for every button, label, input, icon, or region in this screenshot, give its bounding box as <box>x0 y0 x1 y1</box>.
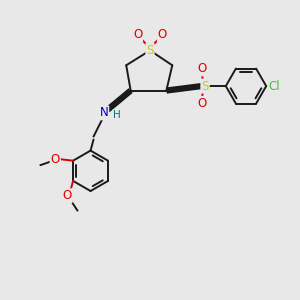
Text: O: O <box>62 189 72 202</box>
Text: O: O <box>197 97 207 110</box>
Text: O: O <box>197 62 207 75</box>
Text: H: H <box>113 110 121 120</box>
Text: N: N <box>100 106 108 119</box>
Text: S: S <box>146 44 154 57</box>
Text: Cl: Cl <box>269 80 280 93</box>
Text: O: O <box>158 28 167 41</box>
Text: S: S <box>201 80 209 93</box>
Text: O: O <box>51 153 60 166</box>
Text: O: O <box>133 28 142 41</box>
